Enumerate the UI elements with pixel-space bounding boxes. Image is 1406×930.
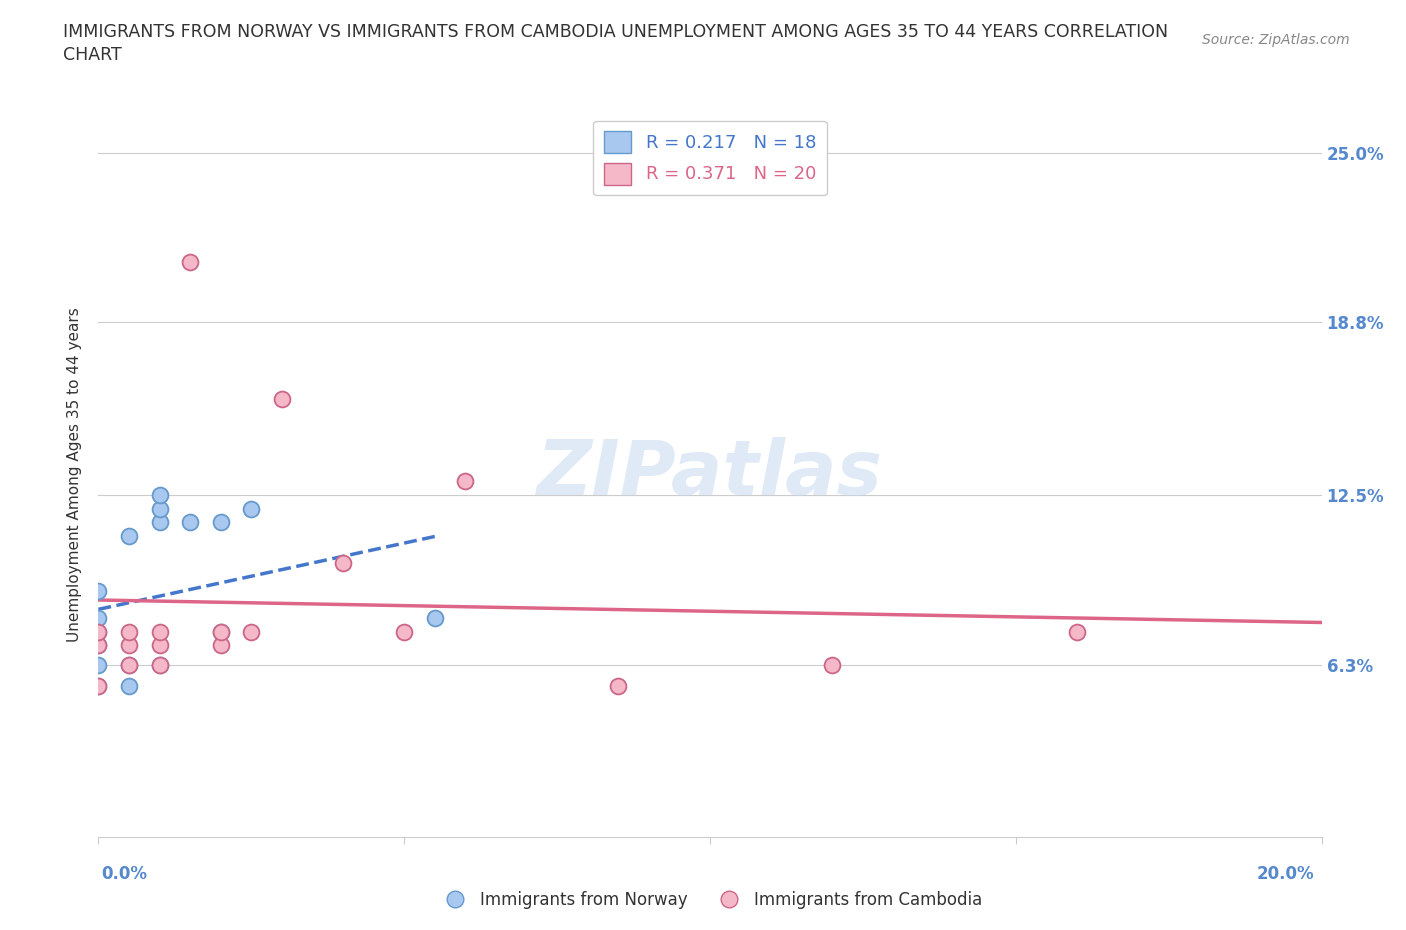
Point <box>87 624 110 639</box>
Y-axis label: Unemployment Among Ages 35 to 44 years: Unemployment Among Ages 35 to 44 years <box>67 307 83 642</box>
Point <box>332 556 354 571</box>
Point <box>240 624 263 639</box>
Point <box>118 638 141 653</box>
Point <box>607 679 630 694</box>
Text: ZIPatlas: ZIPatlas <box>537 437 883 512</box>
Point <box>87 638 110 653</box>
Point <box>149 658 172 672</box>
Legend: Immigrants from Norway, Immigrants from Cambodia: Immigrants from Norway, Immigrants from … <box>432 884 988 916</box>
Point <box>454 473 477 488</box>
Point <box>149 487 172 502</box>
Point <box>87 583 110 598</box>
Point <box>821 658 844 672</box>
Point <box>1066 624 1088 639</box>
Point <box>209 624 232 639</box>
Point <box>149 515 172 530</box>
Text: CHART: CHART <box>63 46 122 64</box>
Point <box>118 679 141 694</box>
Point <box>118 624 141 639</box>
Text: IMMIGRANTS FROM NORWAY VS IMMIGRANTS FROM CAMBODIA UNEMPLOYMENT AMONG AGES 35 TO: IMMIGRANTS FROM NORWAY VS IMMIGRANTS FRO… <box>63 23 1168 41</box>
Point <box>149 638 172 653</box>
Point <box>179 255 201 270</box>
Point <box>149 658 172 672</box>
Point <box>118 658 141 672</box>
Point <box>87 611 110 626</box>
Point <box>149 624 172 639</box>
Point <box>87 658 110 672</box>
Text: 20.0%: 20.0% <box>1257 865 1315 883</box>
Text: 0.0%: 0.0% <box>101 865 148 883</box>
Point <box>240 501 263 516</box>
Point <box>270 392 292 406</box>
Point <box>179 515 201 530</box>
Point <box>118 528 141 543</box>
Point <box>209 515 232 530</box>
Point <box>149 501 172 516</box>
Point <box>87 624 110 639</box>
Point <box>118 658 141 672</box>
Point <box>87 679 110 694</box>
Point <box>209 638 232 653</box>
Point <box>423 611 446 626</box>
Point <box>87 679 110 694</box>
Point <box>87 638 110 653</box>
Point <box>209 624 232 639</box>
Point <box>392 624 416 639</box>
Text: Source: ZipAtlas.com: Source: ZipAtlas.com <box>1202 33 1350 46</box>
